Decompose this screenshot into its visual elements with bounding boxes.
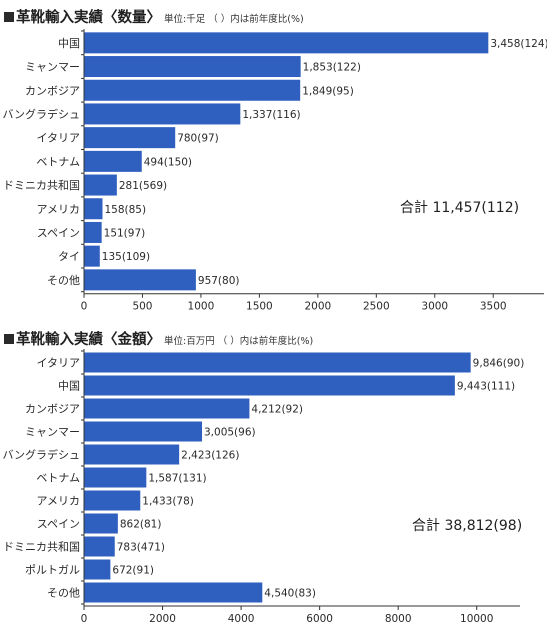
title-square-icon xyxy=(4,334,14,344)
data-label: 780(97) xyxy=(177,133,219,145)
bar xyxy=(84,536,115,557)
data-label: 1,433(78) xyxy=(142,496,194,508)
x-tick-label: 1500 xyxy=(246,301,273,313)
bar xyxy=(84,582,263,603)
bar xyxy=(84,490,141,511)
data-label: 9,846(90) xyxy=(473,358,525,370)
chart-title: 革靴輸入実績〈金額〉 単位:百万円 （ ）内は前年度比(%) xyxy=(4,328,313,349)
chart-title-text: 革靴輸入実績〈数量〉 xyxy=(16,10,161,26)
category-label: その他 xyxy=(47,274,80,287)
data-label: 151(97) xyxy=(104,227,146,239)
x-tick-label: 0 xyxy=(81,301,88,313)
x-tick-label: 500 xyxy=(132,301,152,313)
x-tick-label: 0 xyxy=(81,613,88,625)
data-label: 672(91) xyxy=(112,565,154,577)
bar xyxy=(84,421,203,442)
data-label: 3,005(96) xyxy=(204,427,256,439)
category-label: カンボジア xyxy=(25,403,80,416)
x-tick-label: 6000 xyxy=(306,613,333,625)
bar xyxy=(84,150,142,172)
category-label: ミャンマー xyxy=(25,61,80,74)
data-label: 9,443(111) xyxy=(457,381,515,393)
bar xyxy=(84,245,100,267)
category-label: 中国 xyxy=(58,37,80,50)
bar xyxy=(84,56,301,78)
unit-note: 単位:百万円 （ ）内は前年度比(%) xyxy=(164,336,314,347)
category-label: タイ xyxy=(58,250,80,263)
x-tick-label: 2000 xyxy=(304,301,331,313)
category-label: バングラデシュ xyxy=(2,107,80,121)
bar xyxy=(84,174,117,196)
amount-chart: 革靴輸入実績〈金額〉 単位:百万円 （ ）内は前年度比(%) イタリア 9,846… xyxy=(0,322,547,634)
data-label: 3,458(124) xyxy=(490,38,547,50)
data-label: 4,540(83) xyxy=(264,588,316,600)
title-square-icon xyxy=(4,12,14,22)
bar xyxy=(84,269,196,291)
bar xyxy=(84,198,103,220)
x-tick-label: 10000 xyxy=(460,613,493,625)
bar xyxy=(84,352,471,373)
amount-chart-plot: イタリア 9,846(90) 中国 9,443(111) カンボジア 4,212(92) ミ… xyxy=(2,349,525,625)
data-label: 494(150) xyxy=(144,156,192,168)
data-label: 4,212(92) xyxy=(251,404,303,416)
bar xyxy=(84,559,111,580)
category-label: アメリカ xyxy=(37,203,80,216)
category-label: カンボジア xyxy=(25,84,80,97)
data-label: 1,587(131) xyxy=(148,473,206,485)
data-label: 783(471) xyxy=(117,542,165,554)
x-tick-label: 2000 xyxy=(149,613,176,625)
quantity-chart-plot: 中国 3,458(124) ミャンマー 1,853(122) カンボジア 1,849(95… xyxy=(2,29,547,313)
category-label: ドミニカ共和国 xyxy=(3,179,80,192)
data-label: 135(109) xyxy=(102,251,150,263)
x-tick-label: 2500 xyxy=(363,301,390,313)
category-label: イタリア xyxy=(36,357,80,370)
total-label: 合計 11,457(112) xyxy=(400,200,520,216)
x-tick-label: 8000 xyxy=(385,613,412,625)
data-label: 281(569) xyxy=(119,180,167,192)
data-label: 862(81) xyxy=(120,519,162,531)
bar xyxy=(84,375,455,396)
category-label: アメリカ xyxy=(37,495,80,508)
x-tick-label: 1000 xyxy=(188,301,215,313)
bar xyxy=(84,32,489,54)
bar xyxy=(84,444,180,465)
quantity-chart: 革靴輸入実績〈数量〉 単位:千足 （ ）内は前年度比(%) 中国 3,458(12… xyxy=(2,6,547,313)
bar xyxy=(84,79,301,101)
x-tick-label: 3000 xyxy=(421,301,448,313)
category-label: ベトナム xyxy=(36,155,80,168)
category-label: スペイン xyxy=(37,518,80,531)
total-label: 合計 38,812(98) xyxy=(412,518,523,534)
data-label: 158(85) xyxy=(104,204,146,216)
category-label: バングラデシュ xyxy=(2,448,80,462)
data-label: 2,423(126) xyxy=(181,450,239,462)
bar xyxy=(84,127,176,149)
bar xyxy=(84,398,250,419)
unit-note: 単位:千足 （ ）内は前年度比(%) xyxy=(164,14,304,25)
chart-title-text: 革靴輸入実績〈金額〉 xyxy=(16,332,161,348)
data-label: 1,853(122) xyxy=(303,62,361,74)
data-label: 1,849(95) xyxy=(302,85,354,97)
bar xyxy=(84,103,241,125)
category-label: その他 xyxy=(47,587,80,600)
bar xyxy=(84,513,118,534)
chart-title: 革靴輸入実績〈数量〉 単位:千足 （ ）内は前年度比(%) xyxy=(4,6,304,27)
data-label: 957(80) xyxy=(198,275,240,287)
category-label: ポルトガル xyxy=(25,564,80,577)
data-label: 1,337(116) xyxy=(242,109,300,121)
bar xyxy=(84,221,102,243)
category-label: 中国 xyxy=(58,380,80,393)
category-label: ドミニカ共和国 xyxy=(3,541,80,554)
x-tick-label: 3500 xyxy=(480,301,507,313)
category-label: イタリア xyxy=(36,132,80,145)
category-label: ベトナム xyxy=(36,472,80,485)
bar xyxy=(84,467,147,488)
category-label: スペイン xyxy=(37,226,80,239)
x-tick-label: 4000 xyxy=(228,613,255,625)
category-label: ミャンマー xyxy=(25,426,80,439)
